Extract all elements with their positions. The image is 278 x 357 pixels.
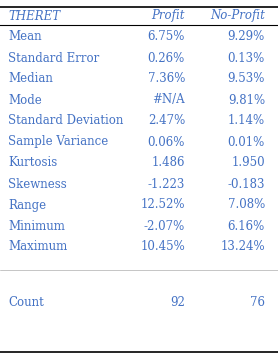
Text: -2.07%: -2.07% xyxy=(144,220,185,232)
Text: -1.223: -1.223 xyxy=(148,177,185,191)
Text: 9.53%: 9.53% xyxy=(228,72,265,85)
Text: 0.26%: 0.26% xyxy=(148,51,185,65)
Text: 13.24%: 13.24% xyxy=(220,241,265,253)
Text: 92: 92 xyxy=(170,296,185,308)
Text: Median: Median xyxy=(8,72,53,85)
Text: Minimum: Minimum xyxy=(8,220,65,232)
Text: 1.14%: 1.14% xyxy=(228,115,265,127)
Text: -0.183: -0.183 xyxy=(227,177,265,191)
Text: 7.08%: 7.08% xyxy=(228,198,265,211)
Text: 2.47%: 2.47% xyxy=(148,115,185,127)
Text: 10.45%: 10.45% xyxy=(140,241,185,253)
Text: Profit: Profit xyxy=(152,10,185,22)
Text: 1.486: 1.486 xyxy=(152,156,185,170)
Text: Skewness: Skewness xyxy=(8,177,67,191)
Text: 9.81%: 9.81% xyxy=(228,94,265,106)
Text: Standard Error: Standard Error xyxy=(8,51,99,65)
Text: 0.01%: 0.01% xyxy=(228,136,265,149)
Text: Standard Deviation: Standard Deviation xyxy=(8,115,123,127)
Text: No-Profit: No-Profit xyxy=(210,10,265,22)
Text: #N/A: #N/A xyxy=(152,94,185,106)
Text: Maximum: Maximum xyxy=(8,241,67,253)
Text: THERET: THERET xyxy=(8,10,60,22)
Text: 6.75%: 6.75% xyxy=(148,30,185,44)
Text: 6.16%: 6.16% xyxy=(228,220,265,232)
Text: 12.52%: 12.52% xyxy=(140,198,185,211)
Text: Range: Range xyxy=(8,198,46,211)
Text: 7.36%: 7.36% xyxy=(148,72,185,85)
Text: Mode: Mode xyxy=(8,94,42,106)
Text: Count: Count xyxy=(8,296,44,308)
Text: 9.29%: 9.29% xyxy=(228,30,265,44)
Text: 0.06%: 0.06% xyxy=(148,136,185,149)
Text: Sample Variance: Sample Variance xyxy=(8,136,108,149)
Text: 1.950: 1.950 xyxy=(231,156,265,170)
Text: Mean: Mean xyxy=(8,30,42,44)
Text: 76: 76 xyxy=(250,296,265,308)
Text: 0.13%: 0.13% xyxy=(228,51,265,65)
Text: Kurtosis: Kurtosis xyxy=(8,156,57,170)
